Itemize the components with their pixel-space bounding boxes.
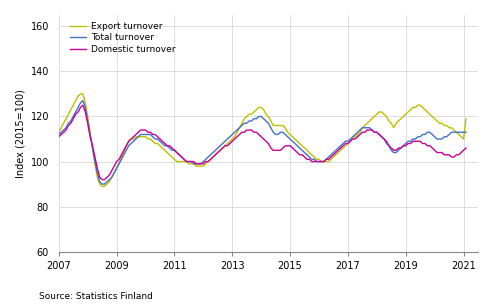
Export turnover — [463, 117, 469, 120]
Total turnover — [56, 133, 62, 136]
Total turnover — [463, 130, 469, 134]
Domestic turnover — [258, 135, 264, 139]
Total turnover — [118, 157, 124, 161]
Domestic turnover — [80, 103, 86, 107]
Domestic turnover — [463, 146, 469, 150]
Domestic turnover — [56, 135, 62, 139]
Domestic turnover — [256, 133, 262, 136]
Text: Source: Statistics Finland: Source: Statistics Finland — [39, 292, 153, 301]
Domestic turnover — [118, 153, 124, 157]
Export turnover — [258, 105, 264, 109]
Total turnover — [424, 130, 430, 134]
Export turnover — [256, 105, 262, 109]
Line: Domestic turnover: Domestic turnover — [59, 105, 466, 180]
Export turnover — [77, 92, 83, 96]
Export turnover — [275, 124, 281, 127]
Domestic turnover — [212, 153, 218, 157]
Line: Total turnover: Total turnover — [59, 101, 466, 184]
Legend: Export turnover, Total turnover, Domestic turnover: Export turnover, Total turnover, Domesti… — [68, 19, 178, 57]
Export turnover — [424, 110, 430, 114]
Export turnover — [99, 185, 105, 188]
Total turnover — [258, 115, 264, 118]
Total turnover — [99, 182, 105, 186]
Y-axis label: Index (2015=100): Index (2015=100) — [15, 89, 25, 178]
Domestic turnover — [99, 178, 105, 181]
Domestic turnover — [275, 148, 281, 152]
Export turnover — [118, 155, 124, 159]
Export turnover — [56, 130, 62, 134]
Export turnover — [212, 153, 218, 157]
Total turnover — [212, 148, 218, 152]
Total turnover — [80, 99, 86, 102]
Total turnover — [275, 133, 281, 136]
Total turnover — [256, 115, 262, 118]
Domestic turnover — [424, 144, 430, 147]
Line: Export turnover: Export turnover — [59, 94, 466, 186]
